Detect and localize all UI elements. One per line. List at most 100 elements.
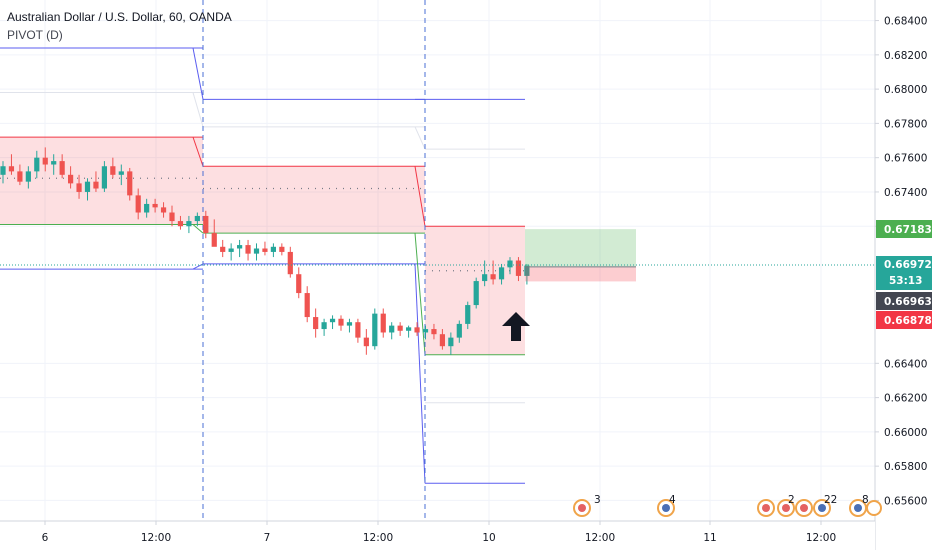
long-position-tool[interactable] [525, 229, 636, 282]
candle-body [228, 248, 234, 252]
candle-body [439, 334, 445, 347]
price-tick-label: 0.66400 [884, 358, 927, 370]
session-separators [202, 0, 426, 521]
candle-body [84, 181, 91, 192]
time-tick-label: 12:00 [363, 532, 393, 544]
candle-body [68, 174, 74, 184]
candle [127, 167, 133, 201]
up-arrow-icon[interactable] [502, 312, 530, 341]
candle [380, 308, 386, 338]
candle-body [346, 322, 353, 326]
candle [68, 166, 74, 189]
price-tick-label: 0.66200 [884, 393, 927, 405]
candle-body [304, 293, 310, 318]
candle-body [211, 233, 217, 247]
candle-body [177, 221, 184, 227]
countdown-text: 53:13 [889, 275, 922, 287]
indicator-label[interactable]: PIVOT (D) [7, 28, 63, 42]
candle [515, 257, 522, 282]
event-flag-icon[interactable]: 4 [657, 494, 676, 517]
candle [346, 318, 353, 333]
time-tick-label: 12:00 [806, 532, 836, 544]
candle-body [355, 322, 361, 338]
candle [473, 277, 479, 309]
candle-body [245, 245, 251, 254]
time-tick-label: 12:00 [585, 532, 615, 544]
candle [203, 210, 209, 239]
candle-body [144, 203, 150, 213]
event-count-2: 4 [669, 494, 676, 506]
candle [321, 318, 327, 336]
chart-legend[interactable]: Australian Dollar / U.S. Dollar, 60, OAN… [7, 8, 232, 44]
candle [160, 202, 167, 218]
candle [51, 154, 57, 175]
candle-body [270, 246, 276, 252]
candle-body [253, 248, 260, 254]
candle-body [110, 166, 116, 175]
candle-body [321, 322, 327, 330]
candles [0, 147, 530, 355]
candle-body [372, 313, 378, 347]
candle-body [329, 318, 336, 323]
candle-body [152, 203, 158, 208]
candle-body [498, 267, 505, 280]
candle-body [93, 181, 99, 189]
candle [194, 212, 200, 227]
candle-body [220, 246, 226, 252]
candle-body [34, 157, 40, 172]
symbol-title[interactable]: Australian Dollar / U.S. Dollar, 60, OAN… [7, 10, 232, 24]
event-count-5: 8 [862, 494, 869, 506]
event-flag-icon[interactable]: 8 [849, 494, 882, 517]
candle [245, 239, 251, 261]
candle-body [160, 207, 167, 213]
candle-body [42, 157, 48, 165]
candle-body [482, 274, 488, 282]
candle [279, 243, 285, 256]
candle-body [127, 171, 133, 196]
candle [448, 332, 454, 355]
candle [101, 161, 107, 192]
candle [220, 239, 226, 258]
price-tick-label: 0.67400 [884, 187, 927, 199]
candle-body [25, 171, 31, 182]
candle [8, 154, 15, 175]
candle [228, 243, 234, 261]
price-tick-label: 0.66000 [884, 427, 927, 439]
candle [490, 260, 496, 285]
candle-body [169, 212, 175, 222]
candle-body [524, 265, 530, 276]
events-row[interactable]: 3 4 2 22 [573, 494, 882, 517]
candle [363, 329, 369, 355]
candle [25, 166, 31, 189]
event-flag-icon[interactable]: 3 [573, 494, 601, 517]
candle [338, 315, 344, 331]
candle-body [473, 281, 479, 306]
time-axis[interactable] [0, 521, 875, 550]
price-tick-label: 0.68400 [884, 16, 927, 28]
candle-body [0, 166, 6, 175]
candle [262, 241, 268, 256]
position-target-zone [525, 229, 636, 267]
candle-body [135, 195, 141, 213]
price-label-red-text: 0.66878 [884, 315, 932, 327]
candle [355, 318, 361, 343]
grid [0, 0, 875, 521]
position-stop-zone [525, 266, 636, 282]
candle-body [338, 318, 344, 326]
pivot-connector [192, 224, 204, 234]
price-tick-label: 0.65600 [884, 495, 927, 507]
pivot-zone [203, 166, 425, 234]
candle-body [448, 337, 454, 347]
time-tick-label: 12:00 [141, 532, 171, 544]
pivot-connector [414, 233, 426, 355]
candle [270, 243, 276, 258]
candle [152, 198, 158, 213]
candle-body [406, 327, 412, 331]
event-flag-icon[interactable]: 2 [757, 494, 795, 517]
event-flag-icon[interactable]: 22 [795, 494, 837, 517]
candle [296, 267, 302, 299]
candle-body [118, 171, 124, 175]
event-count-4: 22 [824, 494, 837, 506]
